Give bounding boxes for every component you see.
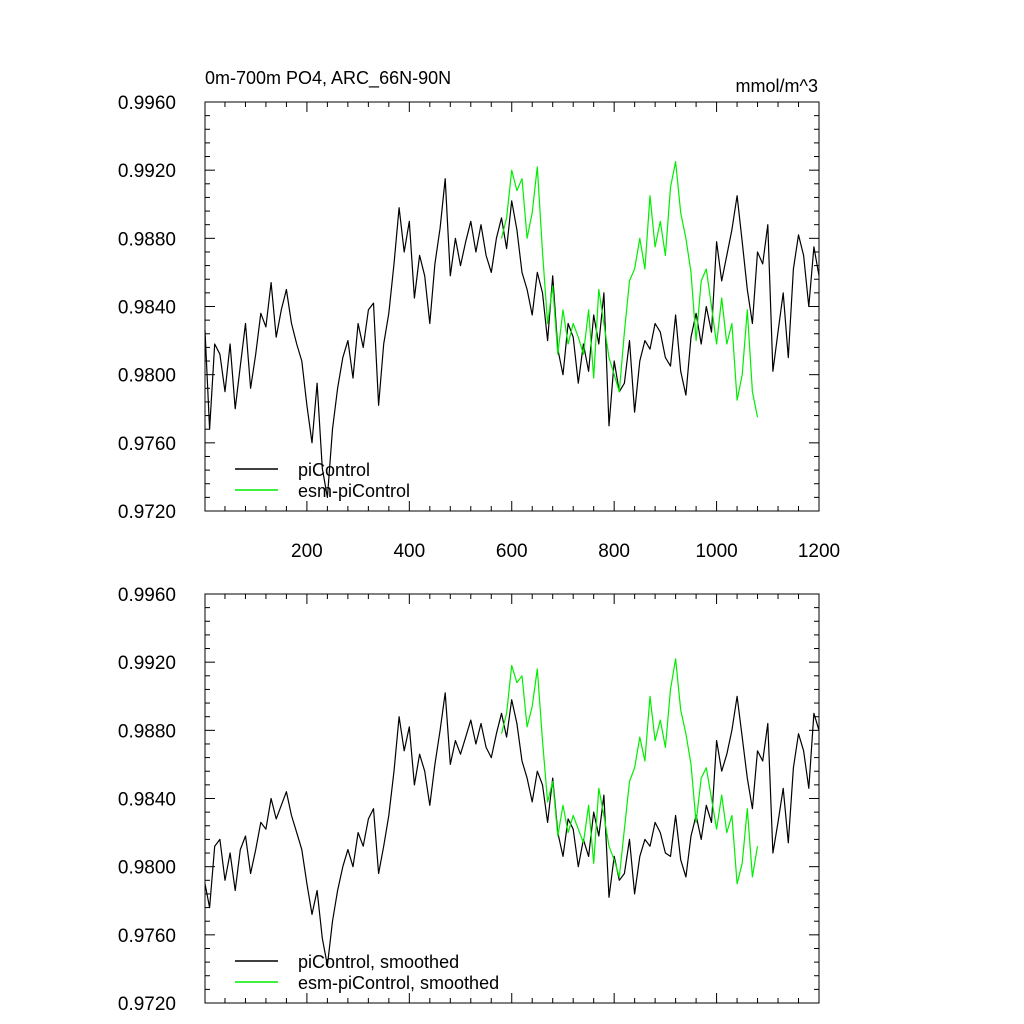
bottom-y-tick-label: 0.9800 [118,858,176,879]
bottom-y-tick-label: 0.9840 [118,790,176,811]
bottom-y-tick-label: 0.9960 [118,585,176,606]
top-x-tick-label: 400 [393,541,425,562]
top-x-tick-label: 1000 [695,541,737,562]
top-legend-label: piControl [298,460,370,480]
bottom-y-tick-label: 0.9720 [118,994,176,1015]
top-y-tick-label: 0.9720 [118,502,176,523]
bottom-y-tick-label: 0.9880 [118,721,176,742]
top-panel-units: mmol/m^3 [736,76,818,96]
top-panel: 0m-700m PO4, ARC_66N-90N mmol/m^3 0.9720… [118,68,840,562]
bottom-panel-ticks: 0.9720 0.9760 0.9800 0.9840 0.9880 0.9920 0.99… [118,585,820,1015]
bottom-legend-label: esm-piControl, smoothed [298,973,499,993]
top-y-tick-label: 0.9920 [118,161,176,182]
bottom-panel: 0.9720 0.9760 0.9800 0.9840 0.9880 0.9920 0.99… [118,585,820,1015]
bottom-series-line-esm-picontrol [500,658,759,885]
top-panel-title: 0m-700m PO4, ARC_66N-90N [205,68,451,89]
top-x-tick-label: 600 [496,541,528,562]
top-series-line-esm-picontrol [500,161,759,418]
bottom-y-tick-label: 0.9920 [118,653,176,674]
top-y-tick-label: 0.9840 [118,298,176,319]
top-series-line-picontrol [204,178,820,498]
top-panel-ticks: 0.9720 0.9760 0.9800 0.9840 0.9880 0.9920 0.99… [118,93,840,562]
bottom-panel-series [204,658,820,967]
top-y-tick-label: 0.9880 [118,229,176,250]
bottom-series-line-picontrol [204,692,820,967]
top-legend-label: esm-piControl [298,481,410,501]
top-panel-series [204,161,820,498]
top-panel-frame [204,101,820,512]
top-x-tick-label: 1200 [798,541,840,562]
top-x-tick-label: 800 [598,541,630,562]
top-x-tick-label: 200 [291,541,323,562]
bottom-y-tick-label: 0.9760 [118,926,176,947]
bottom-legend-label: piControl, smoothed [298,952,459,972]
bottom-panel-frame [204,593,820,1004]
top-y-tick-label: 0.9800 [118,366,176,387]
top-y-tick-label: 0.9960 [118,93,176,114]
top-y-tick-label: 0.9760 [118,434,176,455]
